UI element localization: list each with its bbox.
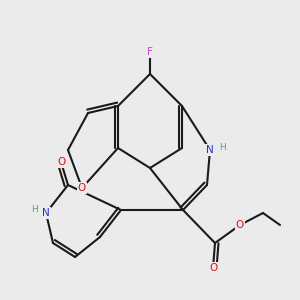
- Text: F: F: [147, 47, 153, 57]
- Text: O: O: [57, 157, 65, 167]
- Text: O: O: [209, 263, 217, 273]
- Text: H: H: [32, 206, 38, 214]
- Text: N: N: [42, 208, 50, 218]
- Text: O: O: [78, 183, 86, 193]
- Text: O: O: [236, 220, 244, 230]
- Text: N: N: [206, 145, 214, 155]
- Text: H: H: [219, 142, 225, 152]
